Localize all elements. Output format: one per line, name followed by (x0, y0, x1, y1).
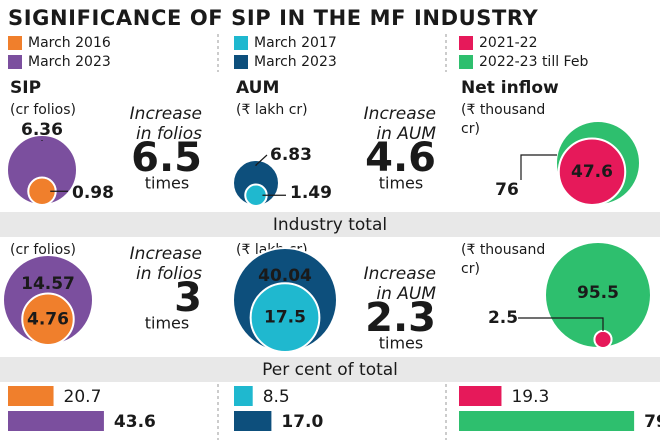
multiple: 6.5 (131, 135, 202, 181)
value-label: 17.5 (264, 308, 306, 328)
unit-label: (₹ thousand (461, 102, 545, 118)
multiple-unit: times (379, 334, 423, 353)
value-label: 95.5 (577, 283, 619, 303)
legend-label: March 2016 (28, 35, 111, 51)
legend-label: March 2023 (28, 54, 111, 70)
note: Increase (364, 104, 436, 124)
legend-swatch (234, 36, 248, 50)
legend-label: March 2017 (254, 35, 337, 51)
note: Increase (130, 104, 202, 124)
value-label: 40.04 (258, 266, 312, 286)
percent-label: 8.5 (263, 387, 290, 407)
note: Increase (130, 244, 202, 264)
note: Increase (364, 264, 436, 284)
unit-label: (cr folios) (10, 242, 76, 258)
percent-bar (234, 411, 272, 431)
percent-label: 79.6 (644, 412, 660, 432)
unit-label: cr) (461, 261, 480, 277)
column-header: Net inflow (461, 78, 559, 98)
note: in folios (136, 264, 202, 284)
legend-swatch (234, 55, 248, 69)
multiple-unit: times (379, 174, 423, 193)
title: SIGNIFICANCE OF SIP IN THE MF INDUSTRY (8, 6, 539, 30)
percent-label: 43.6 (114, 412, 156, 432)
legend-label: March 2023 (254, 54, 337, 70)
note: in AUM (376, 124, 436, 144)
percent-bar (459, 411, 635, 431)
bubble (544, 241, 652, 349)
percent-label: 19.3 (511, 387, 549, 407)
section-label: Industry total (273, 215, 387, 235)
unit-label: (cr folios) (10, 102, 76, 118)
multiple-unit: times (145, 174, 189, 193)
column-header: SIP (10, 78, 41, 98)
legend-label: 2022-23 till Feb (479, 54, 588, 70)
percent-label: 20.7 (64, 387, 102, 407)
percent-label: 17.0 (281, 412, 323, 432)
value-label: 47.6 (571, 162, 613, 182)
multiple: 2.3 (365, 295, 436, 341)
legend-swatch (8, 55, 22, 69)
value-label: 76 (495, 180, 519, 200)
value-label: 4.76 (27, 309, 69, 329)
multiple-unit: times (145, 314, 189, 333)
bubble (593, 329, 613, 350)
unit-label: (₹ thousand (461, 242, 545, 258)
legend-label: 2021-22 (479, 35, 538, 51)
value-label: 14.57 (21, 274, 75, 294)
multiple: 4.6 (365, 135, 436, 181)
value-label: 1.49 (290, 183, 332, 203)
percent-bar (459, 386, 502, 406)
unit-label: (₹ lakh cr) (236, 102, 308, 118)
section-label: Per cent of total (262, 360, 398, 380)
value-label: 6.83 (270, 145, 312, 165)
leader-line (518, 317, 604, 331)
percent-bar (8, 411, 104, 431)
unit-label: cr) (461, 121, 480, 137)
legend-swatch (459, 36, 473, 50)
percent-bar (8, 386, 54, 406)
value-label: 0.98 (72, 183, 114, 203)
value-label: 6.36 (21, 120, 63, 140)
leader-line (255, 154, 268, 166)
bubble (249, 282, 321, 353)
note: in folios (136, 124, 202, 144)
bubble (557, 137, 627, 207)
section-band (0, 357, 660, 382)
bubble (21, 292, 75, 346)
note: in AUM (376, 284, 436, 304)
percent-bar (234, 386, 253, 406)
multiple: 3 (174, 275, 202, 321)
section-band (0, 212, 660, 237)
column-header: AUM (236, 78, 279, 98)
legend-swatch (8, 36, 22, 50)
value-label: 2.5 (488, 308, 518, 328)
legend-swatch (459, 55, 473, 69)
leader-line (520, 154, 557, 180)
